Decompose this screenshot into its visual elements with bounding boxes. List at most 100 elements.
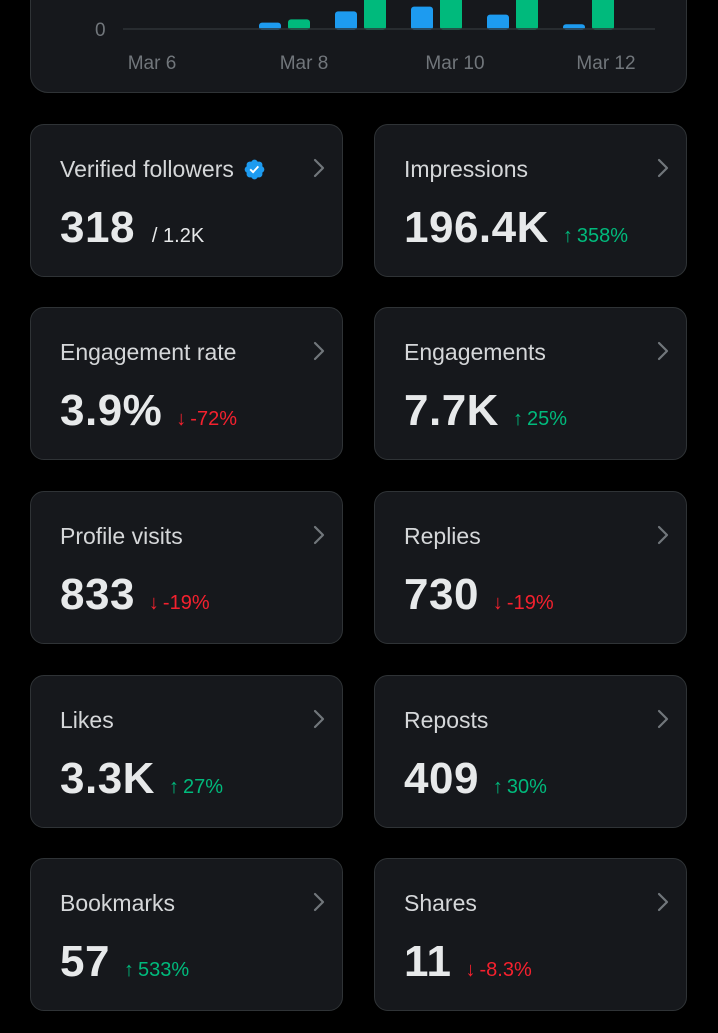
chart-bar-mar-10-s1 xyxy=(487,14,509,30)
metric-card-profile-visits[interactable]: Profile visits 833 ↓ -19% xyxy=(30,491,343,644)
metric-change: ↑ 27% xyxy=(169,776,223,799)
metric-change-value: -72% xyxy=(190,408,237,430)
metric-change-value: -19% xyxy=(162,592,210,614)
chevron-right-icon xyxy=(656,524,670,546)
metric-value: 3.3K xyxy=(60,754,155,803)
metric-value-row: 3.9% ↓ -72% xyxy=(60,386,237,436)
arrow-up-icon: ↑ xyxy=(562,225,573,247)
metric-label-row: Engagement rate xyxy=(60,338,236,366)
metric-value-row: 730 ↓ -19% xyxy=(404,570,554,620)
chevron-right-icon xyxy=(312,891,326,913)
metric-card-likes[interactable]: Likes 3.3K ↑ 27% xyxy=(30,675,343,828)
metric-change-value: 533% xyxy=(137,959,190,981)
chart-bar-mar-7-s1 xyxy=(259,22,281,30)
metric-label-row: Bookmarks xyxy=(60,889,175,917)
metric-label-row: Shares xyxy=(404,889,477,917)
metric-change: ↑ 358% xyxy=(563,225,628,248)
metric-card-bookmarks[interactable]: Bookmarks 57 ↑ 533% xyxy=(30,858,343,1011)
metric-label: Likes xyxy=(60,706,114,733)
metric-change: ↓ -19% xyxy=(493,592,554,615)
metric-label: Replies xyxy=(404,522,481,549)
metric-label: Verified followers xyxy=(60,155,234,182)
metric-label: Reposts xyxy=(404,706,489,733)
activity-bar-chart: 0 Mar 6 Mar 8 Mar 10 Mar 12 xyxy=(95,0,655,74)
verified-badge-icon xyxy=(243,158,266,181)
metric-change-value: 27% xyxy=(182,776,223,798)
chart-bar-mar-11-s2 xyxy=(592,0,614,30)
metric-value-row: 318 / 1.2K xyxy=(60,203,204,253)
chart-bars xyxy=(259,0,614,30)
chevron-right-icon xyxy=(656,340,670,362)
metric-label: Bookmarks xyxy=(60,889,176,916)
metric-value-row: 409 ↑ 30% xyxy=(404,754,547,804)
chevron-right-icon xyxy=(312,340,326,362)
arrow-up-icon: ↑ xyxy=(168,776,179,798)
metric-label-row: Impressions xyxy=(404,155,528,183)
metric-value-row: 833 ↓ -19% xyxy=(60,570,210,620)
metric-value: 7.7K xyxy=(404,386,499,435)
x-tick-labels: Mar 6 Mar 8 Mar 10 Mar 12 xyxy=(128,53,636,74)
metric-value-row: 11 ↓ -8.3% xyxy=(404,937,532,987)
metric-label-row: Profile visits xyxy=(60,522,183,550)
metric-card-impressions[interactable]: Impressions 196.4K ↑ 358% xyxy=(374,124,687,277)
metric-change: ↓ -72% xyxy=(176,408,237,431)
metric-label-row: Likes xyxy=(60,706,114,734)
metric-card-reposts[interactable]: Reposts 409 ↑ 30% xyxy=(374,675,687,828)
chart-bar-mar-9-s1 xyxy=(411,6,433,30)
metric-label-row: Verified followers xyxy=(60,155,266,183)
metric-change-value: 358% xyxy=(576,225,629,247)
chart-bar-mar-8-s1 xyxy=(335,11,357,30)
chevron-right-icon xyxy=(656,157,670,179)
metric-label: Engagements xyxy=(404,338,546,365)
metric-card-engagement-rate[interactable]: Engagement rate 3.9% ↓ -72% xyxy=(30,307,343,460)
metric-value: 3.9% xyxy=(60,386,163,435)
x-tick-label: Mar 8 xyxy=(280,53,329,74)
metric-value-row: 57 ↑ 533% xyxy=(60,937,189,987)
metric-label-row: Reposts xyxy=(404,706,488,734)
chart-bar-mar-7-s2 xyxy=(288,19,310,30)
x-tick-label: Mar 10 xyxy=(425,53,484,74)
metric-card-replies[interactable]: Replies 730 ↓ -19% xyxy=(374,491,687,644)
metric-change: ↑ 25% xyxy=(513,408,567,431)
metric-change-value: 30% xyxy=(506,776,547,798)
x-tick-label: Mar 12 xyxy=(576,53,635,74)
metric-label: Impressions xyxy=(404,155,528,182)
metric-change: ↑ 30% xyxy=(493,776,547,799)
chart-bar-mar-8-s2 xyxy=(364,0,386,30)
metric-total: / 1.2K xyxy=(151,225,205,247)
metric-value: 730 xyxy=(404,570,479,619)
chart-bar-mar-9-s2 xyxy=(440,0,462,30)
chevron-right-icon xyxy=(312,524,326,546)
x-tick-label: Mar 6 xyxy=(128,53,177,74)
metric-value: 11 xyxy=(404,937,452,986)
metric-label-row: Replies xyxy=(404,522,481,550)
metric-label: Shares xyxy=(404,889,477,916)
chevron-right-icon xyxy=(312,708,326,730)
arrow-up-icon: ↑ xyxy=(123,959,134,981)
metric-change: ↑ 533% xyxy=(124,959,189,982)
arrow-down-icon: ↓ xyxy=(465,959,476,981)
metric-value: 409 xyxy=(404,754,479,803)
metric-card-shares[interactable]: Shares 11 ↓ -8.3% xyxy=(374,858,687,1011)
chevron-right-icon xyxy=(656,891,670,913)
arrow-down-icon: ↓ xyxy=(148,592,159,614)
metric-value-row: 196.4K ↑ 358% xyxy=(404,203,628,253)
metric-value-row: 7.7K ↑ 25% xyxy=(404,386,567,436)
arrow-down-icon: ↓ xyxy=(176,408,187,430)
metric-card-verified-followers[interactable]: Verified followers 318 / 1.2K xyxy=(30,124,343,277)
metric-label: Profile visits xyxy=(60,522,183,549)
metric-value-row: 3.3K ↑ 27% xyxy=(60,754,223,804)
activity-chart-card: 0 Mar 6 Mar 8 Mar 10 Mar 12 xyxy=(30,0,687,93)
arrow-up-icon: ↑ xyxy=(512,408,523,430)
metric-value: 57 xyxy=(60,937,110,986)
chart-bar-mar-10-s2 xyxy=(516,0,538,30)
metric-change: ↓ -19% xyxy=(149,592,210,615)
arrow-down-icon: ↓ xyxy=(492,592,503,614)
y-tick-label: 0 xyxy=(95,20,106,41)
metric-change-value: -19% xyxy=(506,592,554,614)
chevron-right-icon xyxy=(656,708,670,730)
metric-value: 318 xyxy=(60,203,135,252)
metric-label-row: Engagements xyxy=(404,338,546,366)
metric-card-engagements[interactable]: Engagements 7.7K ↑ 25% xyxy=(374,307,687,460)
metric-value: 196.4K xyxy=(404,203,549,252)
